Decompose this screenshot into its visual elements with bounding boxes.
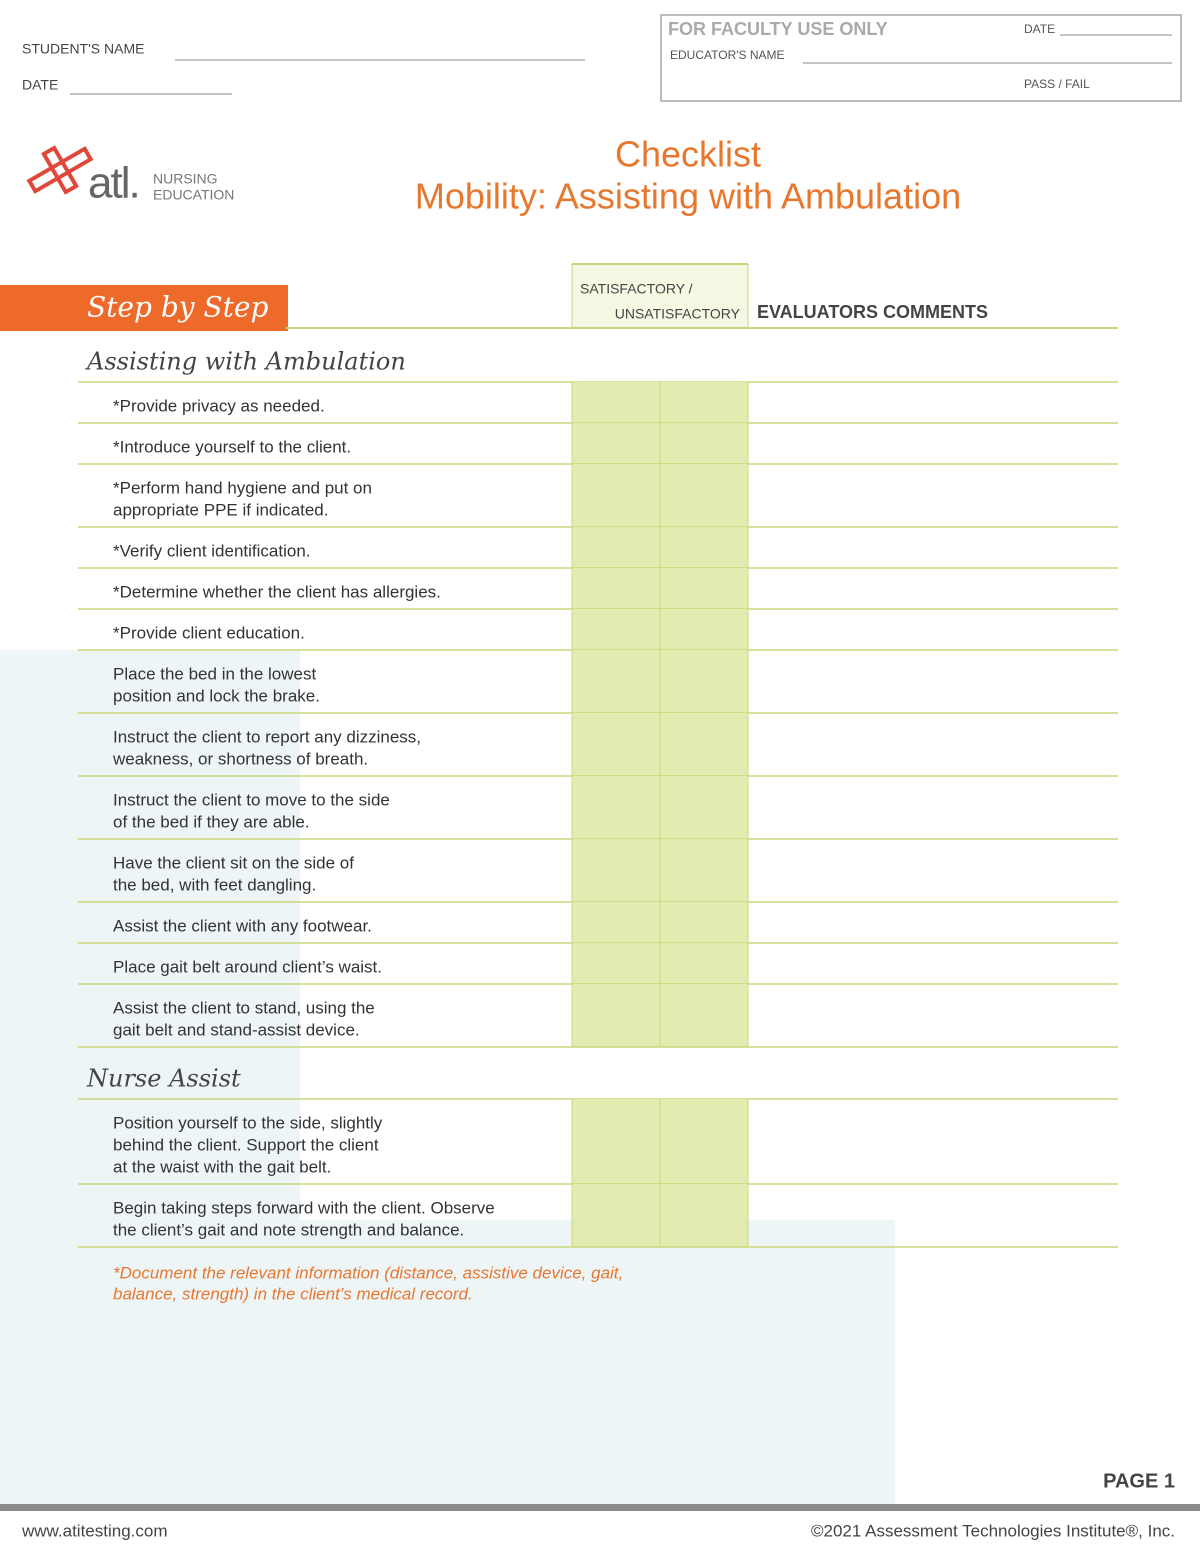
note: *Document the relevant information (dist… (113, 1263, 623, 1282)
step-text: *Provide client education. (113, 623, 305, 642)
footer-bar (0, 1504, 1200, 1511)
column-header: SATISFACTORY / (580, 281, 693, 297)
step-text: appropriate PPE if indicated. (113, 500, 328, 519)
step-text: Position yourself to the side, slightly (113, 1113, 383, 1132)
step-text: Place gait belt around client’s waist. (113, 957, 382, 976)
educator-label: EDUCATOR'S NAME (670, 48, 785, 62)
logo-line: NURSING (153, 171, 218, 187)
date-label: DATE (22, 77, 58, 93)
step-text: Assist the client to stand, using the (113, 998, 375, 1017)
step-text: of the bed if they are able. (113, 812, 310, 831)
step-text: Begin taking steps forward with the clie… (113, 1198, 495, 1217)
pass-fail-label: PASS / FAIL (1024, 77, 1090, 91)
step-text: Assist the client with any footwear. (113, 916, 372, 935)
logo-mark: atl. (88, 159, 139, 208)
banner (0, 285, 288, 331)
footer-url: www.atitesting.com (21, 1521, 168, 1540)
step-text: Place the bed in the lowest (113, 664, 316, 683)
step-text: *Perform hand hygiene and put on (113, 478, 372, 497)
step-text: *Introduce yourself to the client. (113, 437, 351, 456)
title: Checklist (615, 134, 761, 175)
faculty-date-label: DATE (1024, 22, 1055, 36)
title: Mobility: Assisting with Ambulation (415, 176, 961, 217)
step-text: Instruct the client to move to the side (113, 790, 390, 809)
step-text: weakness, or shortness of breath. (112, 749, 368, 768)
column-header: EVALUATORS COMMENTS (757, 302, 988, 322)
step-text: gait belt and stand-assist device. (113, 1020, 360, 1039)
faculty-box (660, 14, 1182, 102)
background-panel (0, 1220, 895, 1505)
section-title: Assisting with Ambulation (85, 348, 406, 376)
step-text: the client’s gait and note strength and … (113, 1220, 464, 1239)
step-text: behind the client. Support the client (113, 1135, 379, 1154)
logo: atl. NURSING EDUCATION (26, 145, 234, 208)
step-text: at the waist with the gait belt. (113, 1157, 331, 1176)
step-text: *Determine whether the client has allerg… (113, 582, 441, 601)
step-text: position and lock the brake. (113, 686, 320, 705)
step-text: Have the client sit on the side of (113, 853, 354, 872)
step-text: *Provide privacy as needed. (113, 396, 325, 415)
checklist: Assisting with Ambulation *Provide privac… (78, 348, 1118, 1303)
page-number: PAGE 1 (1103, 1470, 1175, 1492)
column-header-box (572, 264, 748, 328)
faculty-title: FOR FACULTY USE ONLY (668, 19, 888, 39)
section-title: Nurse Assist (86, 1065, 241, 1093)
student-name-label: STUDENT'S NAME (22, 41, 144, 57)
footer-copyright: ©2021 Assessment Technologies Institute®… (811, 1521, 1175, 1540)
note: balance, strength) in the client’s medic… (113, 1284, 473, 1303)
banner-text: Step by Step (87, 291, 268, 324)
step-text: the bed, with feet dangling. (113, 875, 316, 894)
step-text: Instruct the client to report any dizzin… (113, 727, 421, 746)
logo-icon (26, 145, 94, 195)
step-text: *Verify client identification. (113, 541, 311, 560)
column-header: UNSATISFACTORY (615, 306, 741, 322)
logo-line: EDUCATION (153, 187, 234, 203)
